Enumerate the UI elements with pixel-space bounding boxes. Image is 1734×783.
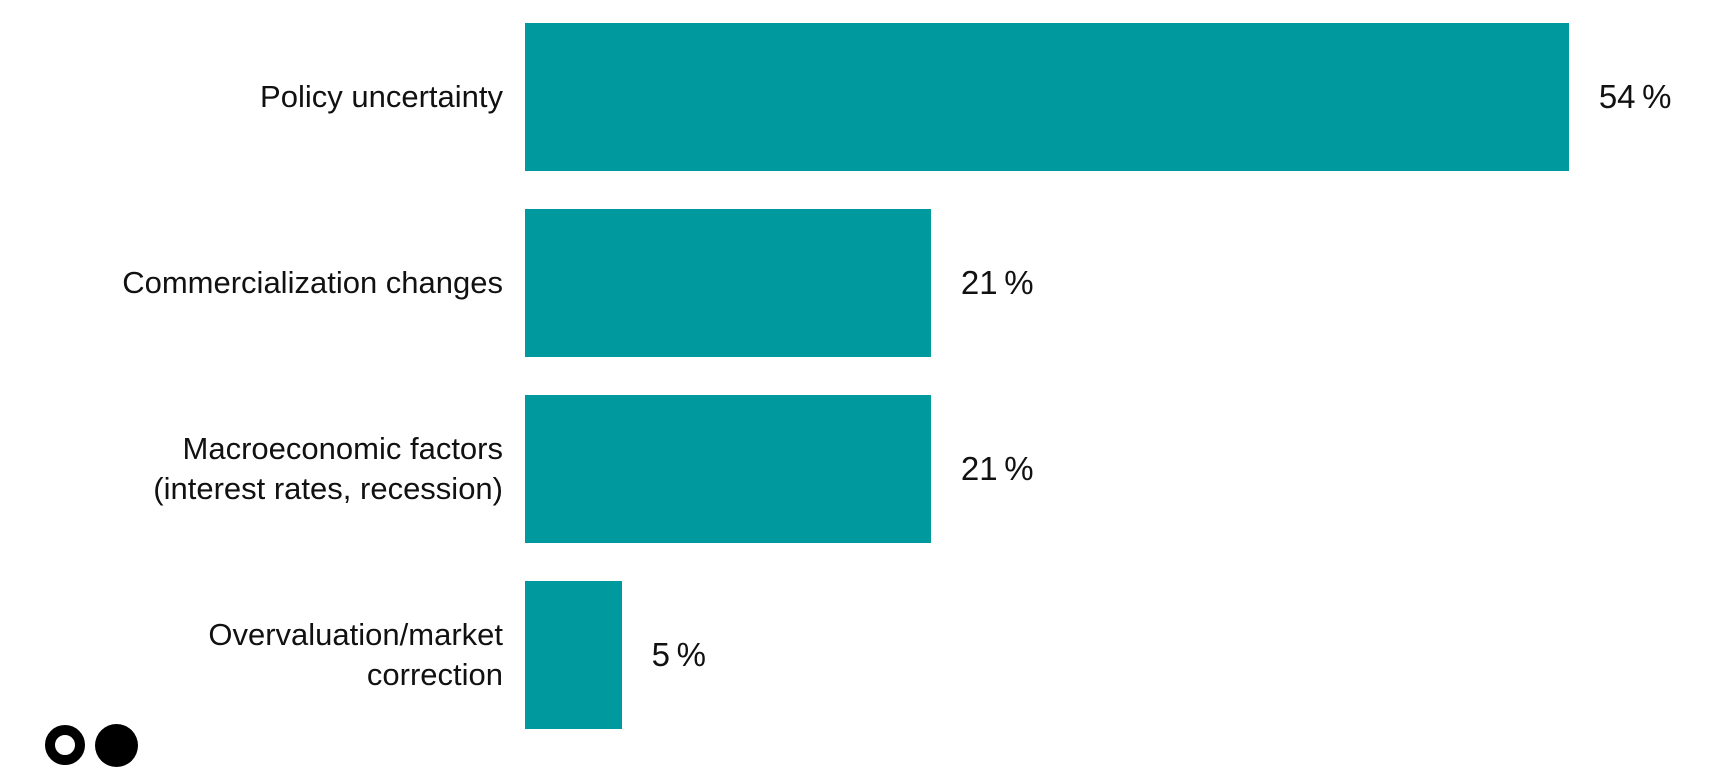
category-label: Overvaluation/market correction xyxy=(208,617,503,692)
bar xyxy=(525,209,931,357)
page-indicator xyxy=(45,723,138,767)
bar-row: Commercialization changes 21 % xyxy=(0,209,1734,357)
value-label: 21 % xyxy=(960,264,1034,301)
value-label: 54 % xyxy=(1598,78,1672,115)
value-label: 5 % xyxy=(651,636,706,673)
category-label: Policy uncertainty xyxy=(260,79,503,114)
bar-row: Macroeconomic factors (interest rates, r… xyxy=(0,395,1734,543)
page-dot-filled-icon[interactable] xyxy=(95,723,138,767)
page-dot-outline-icon[interactable] xyxy=(45,725,85,765)
bar-row: Overvaluation/market correction 5 % xyxy=(0,581,1734,729)
category-label: Commercialization changes xyxy=(122,265,503,300)
category-label: Macroeconomic factors (interest rates, r… xyxy=(153,431,503,506)
value-label: 21 % xyxy=(960,450,1034,487)
bar xyxy=(525,395,931,543)
bar-row: Policy uncertainty 54 % xyxy=(0,23,1734,171)
bar xyxy=(525,581,622,729)
bar xyxy=(525,23,1569,171)
